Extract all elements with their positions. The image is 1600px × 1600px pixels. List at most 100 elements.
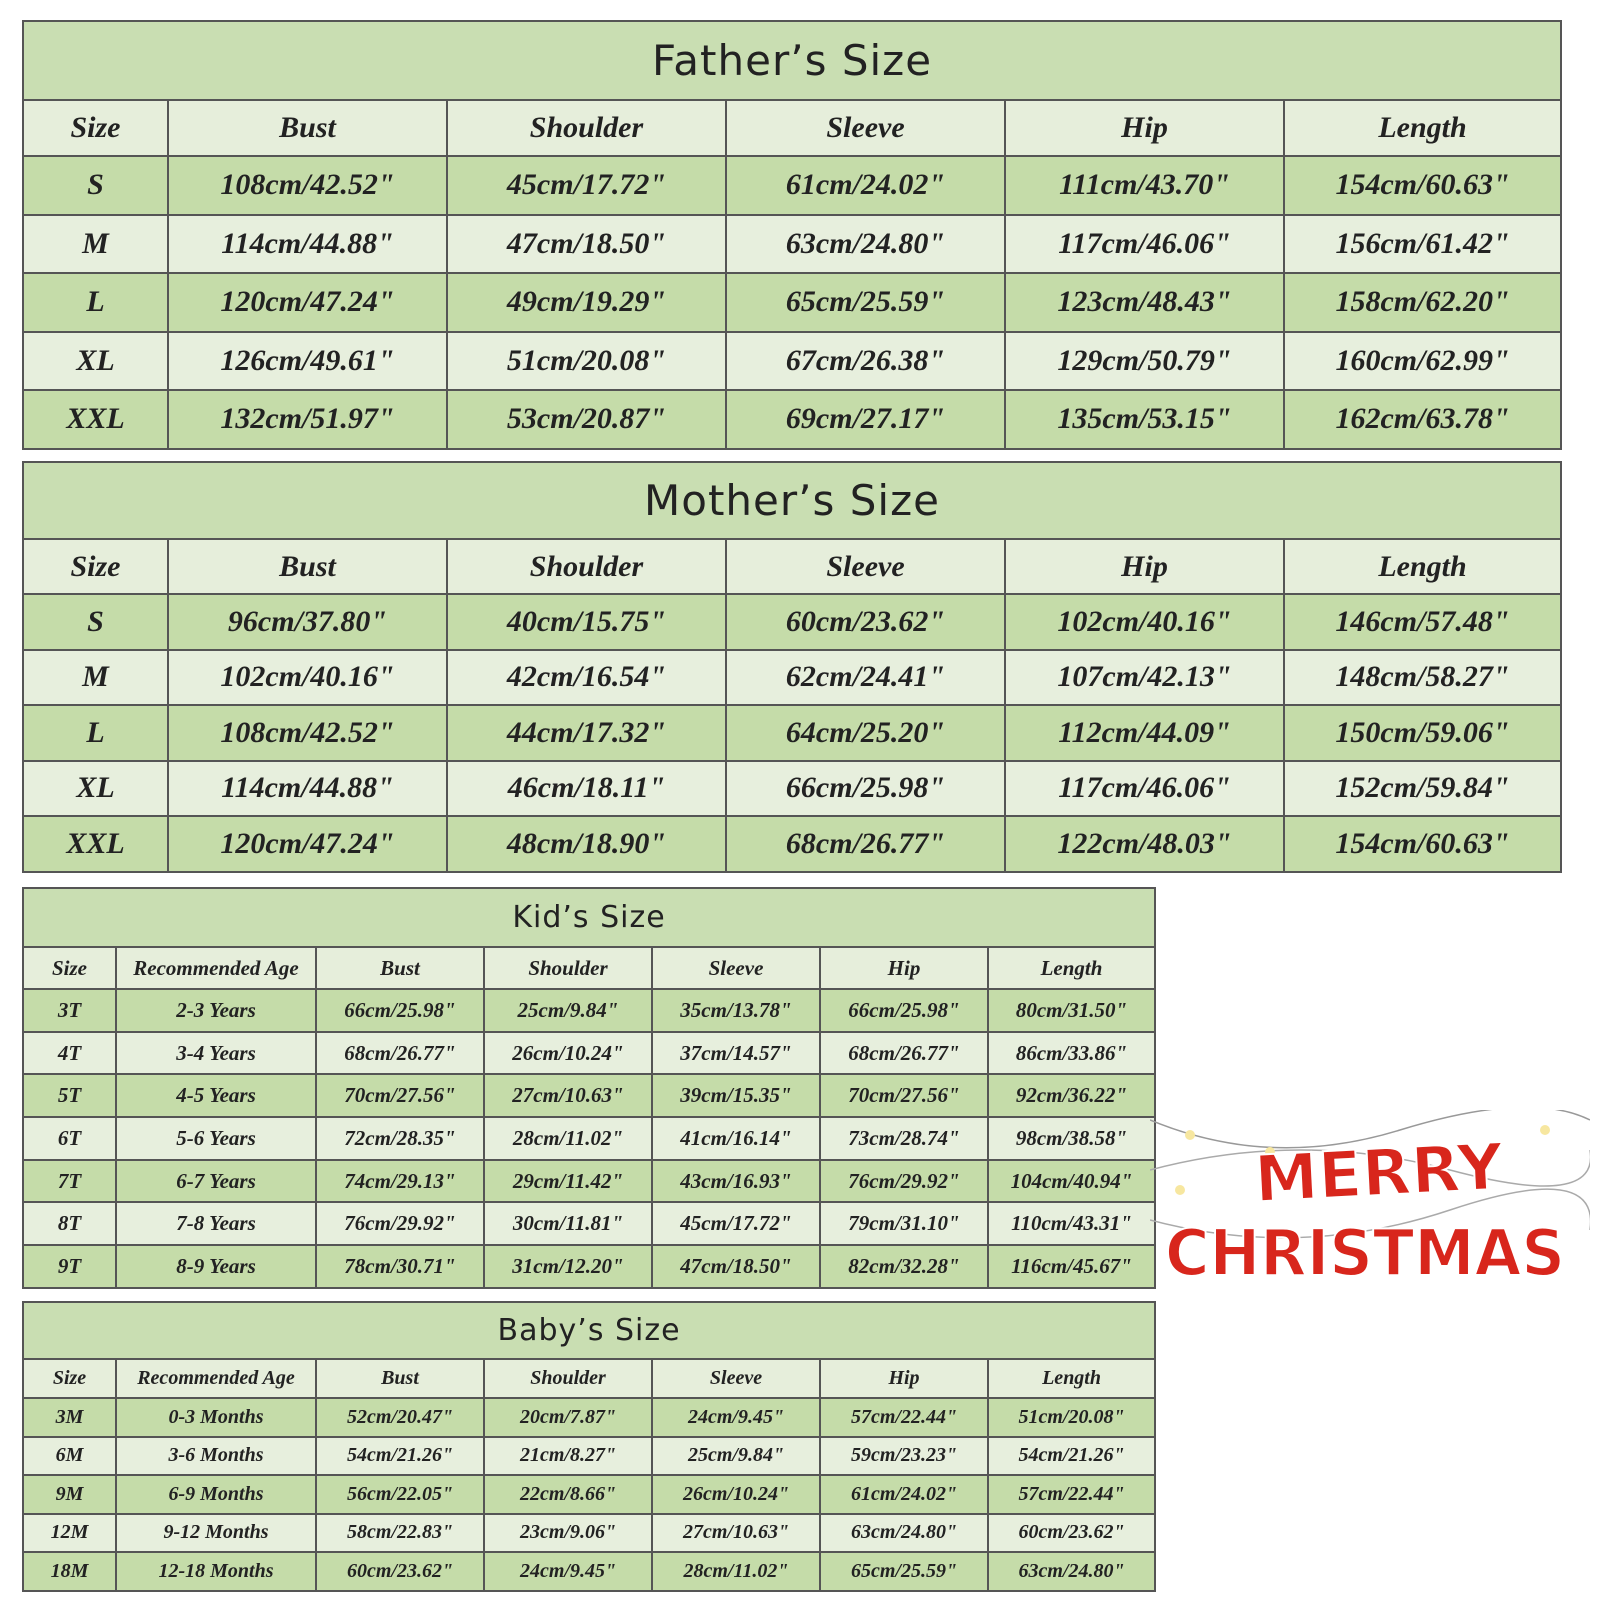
cell: 111cm/43.70" <box>1004 155 1285 216</box>
cell: S <box>22 593 169 651</box>
cell: 66cm/25.98" <box>819 988 989 1033</box>
xmas-line: MERRY <box>1253 1131 1506 1218</box>
cell: XL <box>22 759 169 817</box>
cell: 154cm/60.63" <box>1283 815 1562 873</box>
column-header: Shoulder <box>446 99 727 157</box>
data-row: 4T 3-4 Years 68cm/26.77" 26cm/10.24" 37cm/14… <box>22 1030 1157 1076</box>
data-row: 12M 9-12 Months 58cm/22.83" 23cm/9.06" 27cm/… <box>22 1512 1157 1553</box>
cell: 126cm/49.61" <box>167 330 448 391</box>
size-table: Father’s Size Size Bust Shoulder Sleeve Hip Le… <box>21 20 1563 450</box>
cell: 21cm/8.27" <box>483 1435 653 1476</box>
cell: 104cm/40.94" <box>986 1158 1157 1204</box>
cell: 4-5 Years <box>115 1073 317 1119</box>
cell: 59cm/23.23" <box>819 1435 989 1476</box>
column-header: Bust <box>315 946 485 990</box>
cell: 26cm/10.24" <box>483 1030 653 1076</box>
cell: 25cm/9.84" <box>483 988 653 1033</box>
data-row: S 96cm/37.80" 40cm/15.75" 60cm/23.62" 102cm/… <box>22 593 1562 651</box>
cell: 6-9 Months <box>115 1474 317 1515</box>
cell: 6M <box>22 1435 117 1476</box>
cell: 51cm/20.08" <box>986 1397 1157 1438</box>
table-title: Father’s Size <box>21 20 1563 101</box>
column-header: Length <box>986 946 1157 990</box>
cell: 152cm/59.84" <box>1283 759 1562 817</box>
cell: 76cm/29.92" <box>315 1201 485 1247</box>
cell: 6T <box>22 1116 117 1161</box>
cell: 44cm/17.32" <box>446 704 727 762</box>
cell: 107cm/42.13" <box>1004 648 1285 706</box>
cell: 102cm/40.16" <box>167 648 448 706</box>
cell: 61cm/24.02" <box>725 155 1006 216</box>
data-row: 8T 7-8 Years 76cm/29.92" 30cm/11.81" 45cm/17… <box>22 1201 1157 1247</box>
table-title: Mother’s Size <box>22 461 1562 540</box>
cell: 58cm/22.83" <box>315 1512 485 1553</box>
cell: 20cm/7.87" <box>483 1397 653 1438</box>
cell: 54cm/21.26" <box>986 1435 1157 1476</box>
cell: 69cm/27.17" <box>725 389 1006 450</box>
data-row: 3T 2-3 Years 66cm/25.98" 25cm/9.84" 35cm/13.… <box>22 988 1157 1033</box>
data-row: 9M 6-9 Months 56cm/22.05" 22cm/8.66" 26cm/10… <box>22 1474 1157 1515</box>
cell: 60cm/23.62" <box>725 593 1006 651</box>
cell: 5T <box>22 1073 117 1119</box>
cell: 102cm/40.16" <box>1004 593 1285 651</box>
column-header: Hip <box>1004 538 1285 595</box>
header-row: Size Bust Shoulder Sleeve Hip Length <box>22 99 1563 157</box>
column-header: Recommended Age <box>115 946 317 990</box>
data-row: 18M 12-18 Months 60cm/23.62" 24cm/9.45" 28cm… <box>22 1551 1157 1592</box>
data-row: XL 126cm/49.61" 51cm/20.08" 67cm/26.38" 129c… <box>22 330 1563 391</box>
cell: 154cm/60.63" <box>1282 155 1563 216</box>
cell: 35cm/13.78" <box>651 988 821 1033</box>
cell: 0-3 Months <box>115 1397 317 1438</box>
cell: 129cm/50.79" <box>1004 330 1285 391</box>
cell: 39cm/15.35" <box>651 1073 821 1119</box>
cell: 65cm/25.59" <box>725 272 1006 333</box>
cell: 72cm/28.35" <box>315 1116 485 1161</box>
column-header: Size <box>22 946 117 990</box>
cell: 28cm/11.02" <box>483 1116 653 1161</box>
column-header: Sleeve <box>651 946 821 990</box>
column-header: Size <box>22 538 169 595</box>
cell: 52cm/20.47" <box>315 1397 485 1438</box>
cell: 30cm/11.81" <box>483 1201 653 1247</box>
xmas-line: CHRISTMAS <box>1165 1217 1565 1291</box>
cell: 9M <box>22 1474 117 1515</box>
cell: 46cm/18.11" <box>446 759 727 817</box>
column-header: Shoulder <box>446 538 727 595</box>
cell: 8T <box>22 1201 117 1247</box>
header-row: Size Recommended Age Bust Shoulder Sleeve Hip… <box>22 1358 1157 1399</box>
cell: 74cm/29.13" <box>315 1158 485 1204</box>
cell: 79cm/31.10" <box>819 1201 989 1247</box>
cell: 66cm/25.98" <box>725 759 1006 817</box>
cell: 62cm/24.41" <box>725 648 1006 706</box>
cell: 120cm/47.24" <box>167 815 448 873</box>
data-row: L 120cm/47.24" 49cm/19.29" 65cm/25.59" 123cm… <box>22 272 1563 333</box>
cell: 120cm/47.24" <box>167 272 448 333</box>
cell: XXL <box>22 815 169 873</box>
cell: 160cm/62.99" <box>1282 330 1563 391</box>
cell: 8-9 Years <box>115 1244 317 1289</box>
cell: 135cm/53.15" <box>1004 389 1285 450</box>
data-row: 3M 0-3 Months 52cm/20.47" 20cm/7.87" 24cm/9.… <box>22 1397 1157 1438</box>
title-row: Mother’s Size <box>22 461 1562 540</box>
column-header: Hip <box>819 1358 989 1399</box>
column-header: Hip <box>1004 99 1285 157</box>
cell: 67cm/26.38" <box>725 330 1006 391</box>
cell: 98cm/38.58" <box>986 1116 1157 1161</box>
cell: 63cm/24.80" <box>986 1551 1157 1592</box>
title-row: Father’s Size <box>21 20 1563 101</box>
cell: 158cm/62.20" <box>1282 272 1563 333</box>
cell: 7T <box>22 1158 117 1204</box>
cell: 148cm/58.27" <box>1283 648 1562 706</box>
cell: 45cm/17.72" <box>446 155 727 216</box>
cell: 22cm/8.66" <box>483 1474 653 1515</box>
data-row: XXL 120cm/47.24" 48cm/18.90" 68cm/26.77" 122… <box>22 815 1562 873</box>
cell: 110cm/43.31" <box>986 1201 1157 1247</box>
cell: 47cm/18.50" <box>651 1244 821 1289</box>
cell: 41cm/16.14" <box>651 1116 821 1161</box>
cell: 114cm/44.88" <box>167 213 448 274</box>
cell: 156cm/61.42" <box>1282 213 1563 274</box>
cell: 26cm/10.24" <box>651 1474 821 1515</box>
cell: 3-4 Years <box>115 1030 317 1076</box>
cell: 3-6 Months <box>115 1435 317 1476</box>
title-row: Kid’s Size <box>21 887 1157 948</box>
